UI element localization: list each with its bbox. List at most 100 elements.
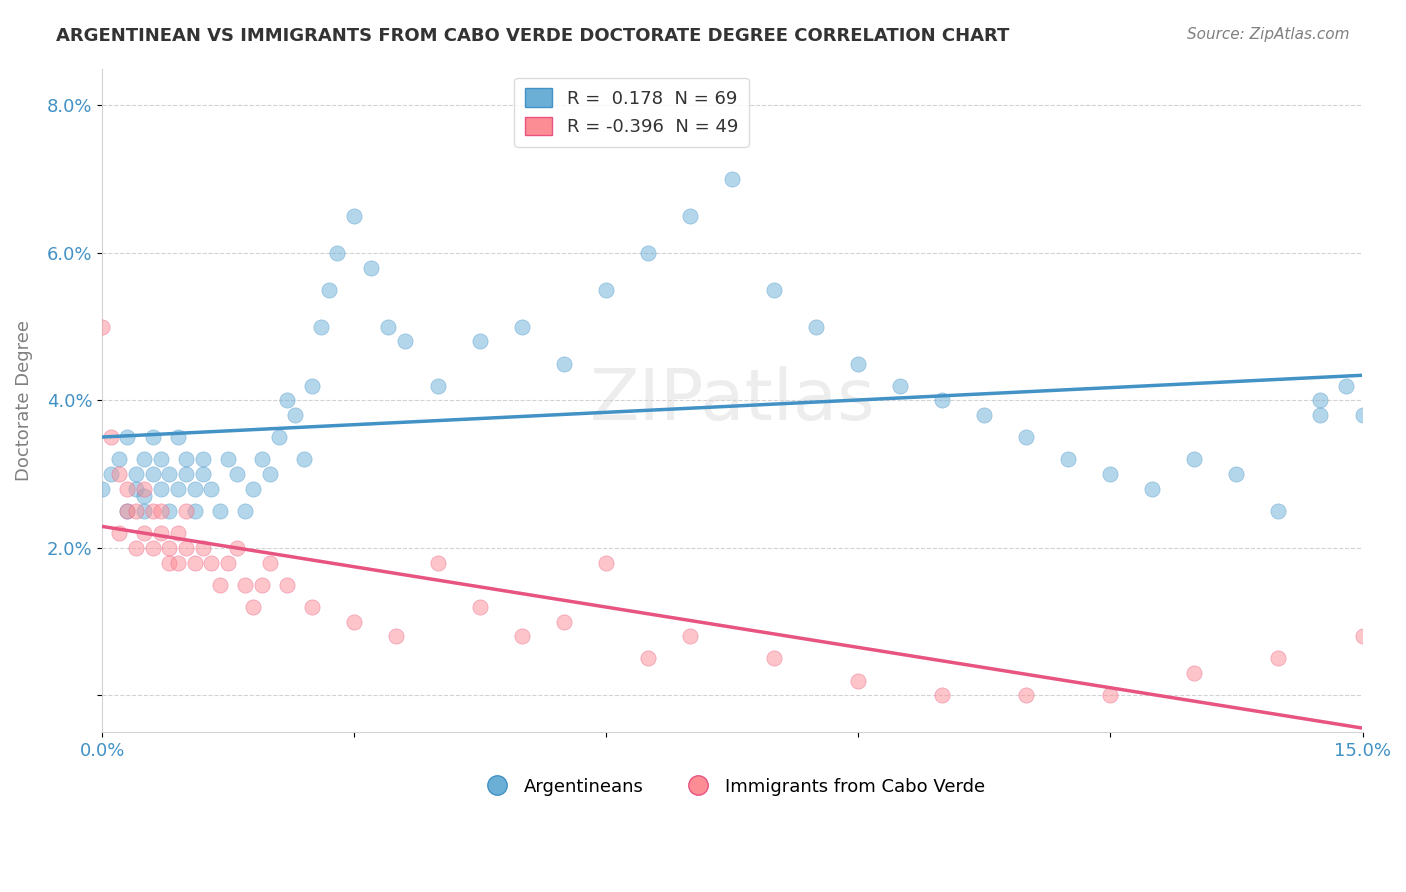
- Point: [889, 378, 911, 392]
- Point: [276, 393, 298, 408]
- Point: [208, 578, 231, 592]
- Point: [679, 629, 702, 643]
- Point: [242, 599, 264, 614]
- Text: ZIPatlas: ZIPatlas: [589, 366, 875, 435]
- Point: [267, 430, 290, 444]
- Point: [470, 599, 492, 614]
- Point: [343, 209, 366, 223]
- Point: [553, 357, 575, 371]
- Point: [150, 526, 173, 541]
- Point: [174, 467, 197, 482]
- Point: [150, 482, 173, 496]
- Point: [470, 334, 492, 349]
- Point: [166, 526, 188, 541]
- Point: [595, 283, 617, 297]
- Point: [763, 283, 786, 297]
- Point: [159, 541, 181, 555]
- Point: [1057, 452, 1080, 467]
- Point: [217, 556, 239, 570]
- Point: [142, 504, 165, 518]
- Point: [292, 452, 315, 467]
- Point: [1015, 689, 1038, 703]
- Point: [142, 467, 165, 482]
- Point: [973, 408, 995, 422]
- Point: [150, 504, 173, 518]
- Point: [108, 467, 131, 482]
- Point: [166, 556, 188, 570]
- Point: [225, 467, 247, 482]
- Point: [134, 489, 156, 503]
- Point: [377, 319, 399, 334]
- Y-axis label: Doctorate Degree: Doctorate Degree: [15, 320, 32, 481]
- Point: [225, 541, 247, 555]
- Point: [125, 541, 148, 555]
- Point: [183, 556, 205, 570]
- Point: [159, 556, 181, 570]
- Point: [217, 452, 239, 467]
- Point: [166, 482, 188, 496]
- Point: [125, 467, 148, 482]
- Point: [134, 482, 156, 496]
- Point: [233, 578, 256, 592]
- Point: [174, 504, 197, 518]
- Point: [427, 556, 450, 570]
- Point: [1184, 452, 1206, 467]
- Point: [326, 246, 349, 260]
- Point: [117, 430, 139, 444]
- Point: [1267, 504, 1289, 518]
- Point: [191, 452, 214, 467]
- Point: [848, 673, 870, 688]
- Point: [183, 482, 205, 496]
- Point: [276, 578, 298, 592]
- Point: [309, 319, 332, 334]
- Point: [1309, 393, 1331, 408]
- Point: [360, 260, 382, 275]
- Point: [301, 378, 323, 392]
- Point: [200, 482, 222, 496]
- Point: [250, 578, 273, 592]
- Point: [233, 504, 256, 518]
- Point: [183, 504, 205, 518]
- Point: [763, 651, 786, 665]
- Point: [1099, 467, 1122, 482]
- Point: [343, 615, 366, 629]
- Point: [848, 357, 870, 371]
- Point: [595, 556, 617, 570]
- Point: [142, 541, 165, 555]
- Point: [259, 467, 281, 482]
- Point: [108, 452, 131, 467]
- Point: [318, 283, 340, 297]
- Text: ARGENTINEAN VS IMMIGRANTS FROM CABO VERDE DOCTORATE DEGREE CORRELATION CHART: ARGENTINEAN VS IMMIGRANTS FROM CABO VERD…: [56, 27, 1010, 45]
- Point: [125, 504, 148, 518]
- Point: [1267, 651, 1289, 665]
- Point: [385, 629, 408, 643]
- Point: [931, 689, 953, 703]
- Point: [1351, 408, 1374, 422]
- Point: [208, 504, 231, 518]
- Point: [510, 629, 533, 643]
- Point: [117, 504, 139, 518]
- Point: [174, 452, 197, 467]
- Point: [100, 467, 122, 482]
- Point: [108, 526, 131, 541]
- Legend: Argentineans, Immigrants from Cabo Verde: Argentineans, Immigrants from Cabo Verde: [472, 771, 993, 803]
- Point: [1334, 378, 1357, 392]
- Point: [1015, 430, 1038, 444]
- Point: [427, 378, 450, 392]
- Point: [166, 430, 188, 444]
- Point: [174, 541, 197, 555]
- Point: [91, 319, 114, 334]
- Point: [117, 482, 139, 496]
- Point: [1099, 689, 1122, 703]
- Point: [1309, 408, 1331, 422]
- Point: [134, 452, 156, 467]
- Point: [242, 482, 264, 496]
- Point: [931, 393, 953, 408]
- Point: [259, 556, 281, 570]
- Point: [553, 615, 575, 629]
- Point: [301, 599, 323, 614]
- Point: [125, 482, 148, 496]
- Point: [150, 452, 173, 467]
- Point: [284, 408, 307, 422]
- Point: [679, 209, 702, 223]
